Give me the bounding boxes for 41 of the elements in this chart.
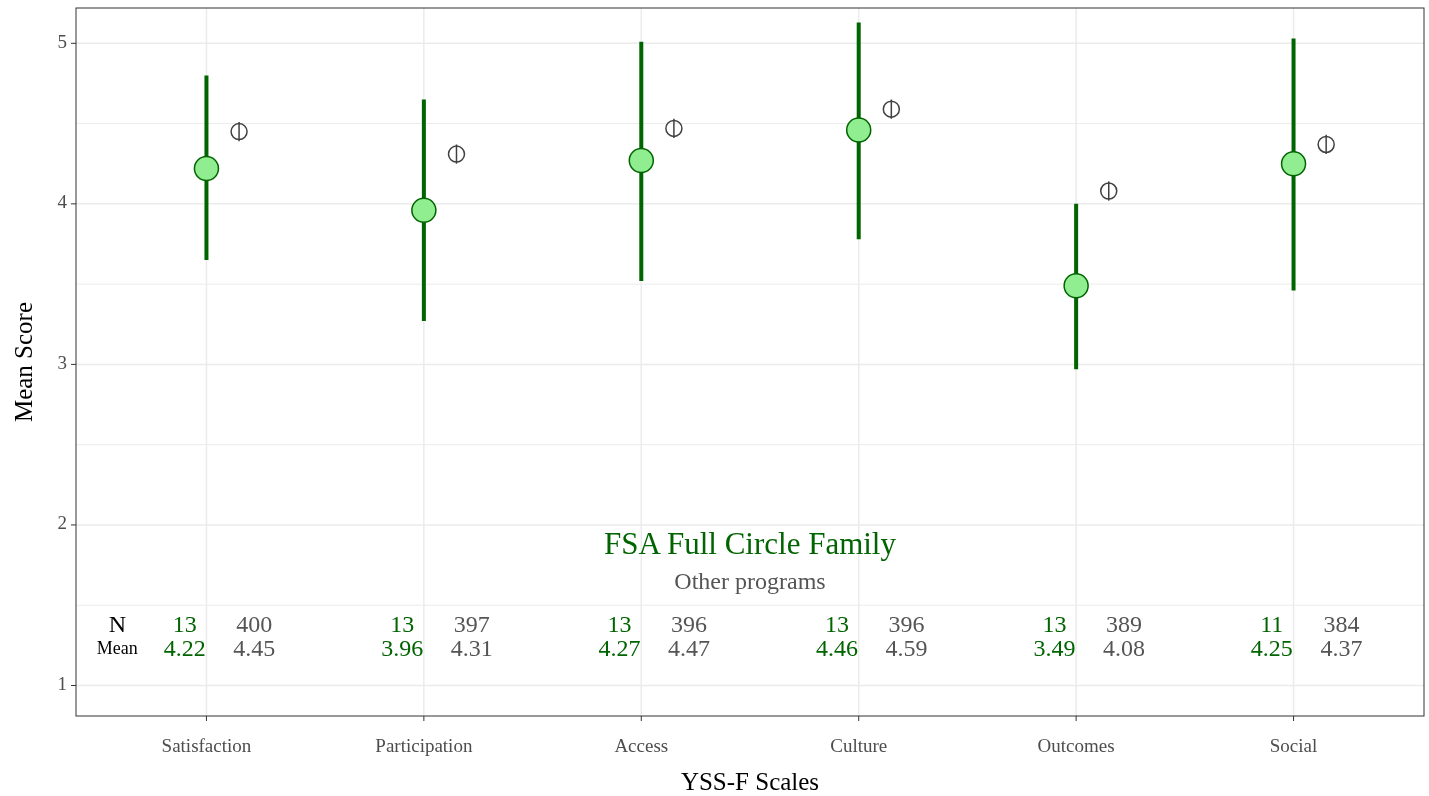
text: FSA Full Circle Family [604,525,897,561]
x-tick-label: Outcomes [1037,735,1115,756]
annotation: N [108,610,126,637]
annotation: 4.46 [815,634,858,661]
annotation: 4.25 [1250,634,1293,661]
x-tick-label: Social [1269,735,1318,756]
annotation: 400 [236,610,273,637]
annotation: 4.31 [450,634,493,661]
y-tick-label: 4 [57,191,68,213]
annotation: 389 [1105,610,1142,637]
y-axis-title: Mean Score [10,301,37,423]
x-tick-label: Participation [375,735,473,756]
annotation: 13 [1042,610,1067,637]
annotation: 4.27 [598,634,641,661]
x-axis-title: YSS-F Scales [680,768,820,795]
annotation: 384 [1323,610,1360,637]
annotation: 4.37 [1320,634,1363,661]
text: Other programs [674,568,826,595]
annotation: 397 [453,610,490,637]
x-tick-label: Access [614,735,669,756]
y-tick-label: 5 [57,30,67,52]
annotation: 396 [671,610,708,637]
x-tick-label: Satisfaction [161,735,252,756]
annotation: 13 [824,610,849,637]
y-tick-label: 3 [57,351,67,373]
y-tick-label: 1 [57,672,67,694]
annotation: 4.47 [668,634,711,661]
annotation: 13 [390,610,415,637]
annotation: 4.45 [233,634,276,661]
annotation: 4.59 [885,634,928,661]
annotation: 4.08 [1102,634,1145,661]
annotation: 13 [607,610,632,637]
annotation: 3.49 [1033,634,1076,661]
y-tick-label: 2 [57,512,67,534]
annotation: 11 [1260,610,1284,637]
annotation: 13 [172,610,197,637]
annotation: 4.22 [163,634,206,661]
annotation: Mean [96,638,138,659]
x-tick-label: Culture [830,735,888,756]
annotation: 3.96 [381,634,424,661]
annotation: 396 [888,610,925,637]
